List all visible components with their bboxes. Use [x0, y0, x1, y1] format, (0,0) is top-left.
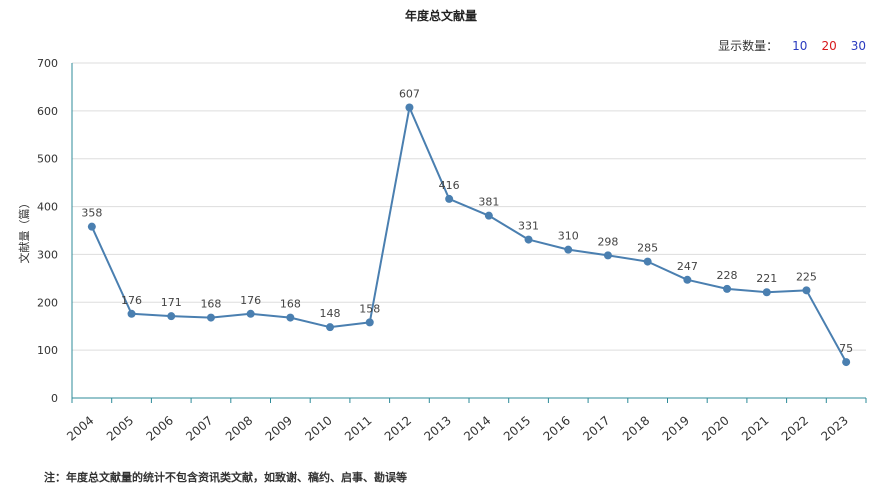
data-label-2011: 158 — [359, 302, 380, 315]
footnote: 注：年度总文献量的统计不包含资讯类文献，如致谢、稿约、启事、勘误等 — [44, 471, 407, 484]
x-tick-label-2008: 2008 — [223, 413, 255, 443]
data-point-2022 — [802, 286, 811, 295]
data-labels: 358 176 171 168 176 168 148 158 607 416 381 331 310 2… — [81, 88, 853, 356]
x-tick-label-2007: 2007 — [183, 413, 215, 443]
data-point-2005 — [127, 309, 136, 318]
data-label-2022: 225 — [796, 270, 817, 283]
data-point-2019 — [683, 275, 692, 284]
data-label-2018: 285 — [637, 242, 658, 255]
x-tick-label-2017: 2017 — [580, 413, 612, 443]
data-point-2017 — [603, 251, 612, 260]
y-tick-label-200: 200 — [37, 296, 58, 309]
grid-lines — [72, 62, 866, 351]
count-option-30[interactable]: 30 — [850, 38, 866, 53]
x-tick-label-2013: 2013 — [421, 413, 453, 443]
count-option-10[interactable]: 10 — [792, 38, 808, 53]
series-line — [90, 106, 848, 363]
data-point-2018 — [643, 257, 652, 266]
x-tick-label-2006: 2006 — [144, 413, 176, 443]
display-count-switch: 显示数量： 10 20 30 — [718, 37, 866, 54]
data-label-2006: 171 — [161, 296, 182, 309]
y-tick-label-700: 700 — [37, 57, 58, 70]
data-label-2005: 176 — [121, 294, 142, 307]
data-label-2020: 228 — [717, 269, 738, 282]
data-point-2010 — [326, 323, 335, 332]
y-tick-label-0: 0 — [51, 392, 58, 405]
data-point-2008 — [246, 309, 255, 318]
x-tick-label-2019: 2019 — [660, 413, 692, 443]
x-tick-label-2022: 2022 — [779, 413, 811, 443]
x-tick-label-2016: 2016 — [541, 413, 573, 443]
x-tick-label-2023: 2023 — [818, 413, 850, 443]
x-tick-label-2018: 2018 — [620, 413, 652, 443]
x-tick-label-2011: 2011 — [342, 413, 374, 443]
data-label-2019: 247 — [677, 260, 698, 273]
data-point-2020 — [723, 284, 732, 293]
x-tick-label-2021: 2021 — [739, 413, 771, 443]
data-point-2009 — [286, 313, 295, 322]
x-tick-label-2012: 2012 — [382, 413, 414, 443]
data-point-2006 — [167, 312, 176, 321]
data-point-2012 — [405, 103, 414, 112]
x-tick-label-2009: 2009 — [263, 413, 295, 443]
data-label-2010: 148 — [320, 307, 341, 320]
chart-title: 年度总文献量 — [404, 9, 477, 23]
data-point-2023 — [842, 358, 851, 367]
data-label-2009: 168 — [280, 298, 301, 311]
y-tick-label-100: 100 — [37, 344, 58, 357]
y-axis-title: 文献量（篇） — [17, 198, 31, 264]
data-label-2014: 381 — [478, 196, 499, 209]
data-label-2008: 176 — [240, 294, 261, 307]
y-tick-label-500: 500 — [37, 153, 58, 166]
data-point-2016 — [564, 245, 573, 254]
x-tick-label-2015: 2015 — [501, 413, 533, 443]
data-point-2013 — [445, 194, 454, 203]
series — [87, 103, 851, 367]
data-point-2021 — [762, 288, 771, 297]
display-count-label: 显示数量： — [718, 39, 779, 53]
data-point-2007 — [206, 313, 215, 322]
data-point-2004 — [87, 222, 96, 231]
x-tick-label-2014: 2014 — [461, 413, 493, 443]
data-label-2013: 416 — [439, 179, 460, 192]
data-label-2023: 75 — [839, 342, 853, 355]
x-tick-label-2005: 2005 — [104, 413, 136, 443]
data-label-2007: 168 — [200, 298, 221, 311]
data-label-2015: 331 — [518, 220, 539, 233]
data-label-2012: 607 — [399, 88, 420, 101]
x-tick-label-2004: 2004 — [64, 413, 96, 443]
y-tick-label-400: 400 — [37, 201, 58, 214]
data-label-2017: 298 — [597, 235, 618, 248]
x-tick-label-2010: 2010 — [302, 413, 334, 443]
x-tick-label-2020: 2020 — [699, 413, 731, 443]
y-tick-label-300: 300 — [37, 248, 58, 261]
count-option-20[interactable]: 20 — [821, 38, 837, 53]
data-point-2011 — [365, 318, 374, 327]
data-label-2016: 310 — [558, 230, 579, 243]
data-point-2014 — [484, 211, 493, 220]
y-tick-label-600: 600 — [37, 105, 58, 118]
data-point-2015 — [524, 235, 533, 244]
data-label-2004: 358 — [81, 207, 102, 220]
data-label-2021: 221 — [756, 272, 777, 285]
axes: 0 100 200 300 400 500 600 700 2004 2005 2006 2007 20… — [17, 57, 867, 444]
